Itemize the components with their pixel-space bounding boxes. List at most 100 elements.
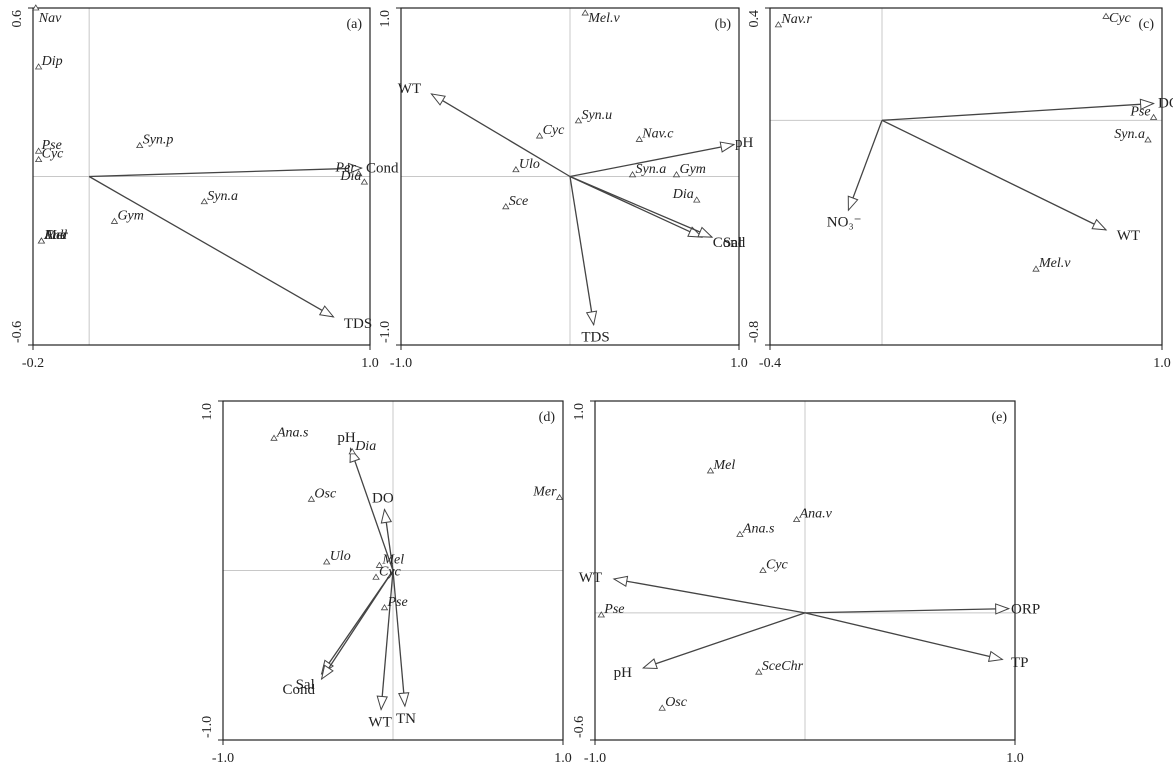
species-label: Per [335, 161, 357, 176]
species-label: Mer [43, 228, 68, 243]
x-tick-label: 1.0 [361, 356, 379, 371]
species-marker [574, 117, 583, 124]
species-label: Nav [38, 11, 62, 26]
env-vector-line [804, 607, 1009, 614]
env-vector-line [881, 119, 1107, 231]
species-marker [34, 147, 43, 154]
env-vector-label: Cond [282, 682, 315, 698]
species-marker [706, 467, 715, 474]
species-label: Dia [672, 187, 694, 202]
env-vector-line [349, 448, 394, 571]
species-marker [1149, 113, 1158, 120]
species-marker [792, 515, 801, 523]
species-marker [1032, 265, 1040, 272]
species-marker [755, 668, 763, 675]
y-tick-label: -0.8 [747, 321, 762, 343]
env-vector-arrowhead [995, 603, 1011, 615]
species-marker [597, 611, 606, 618]
species-marker [1102, 12, 1110, 19]
species-label: Gym [117, 208, 143, 223]
species-marker [355, 169, 363, 177]
species-marker [307, 495, 316, 502]
env-vector-label: Cond [713, 235, 746, 251]
env-vector-label: Sal [723, 235, 742, 251]
panel-label: (d) [539, 410, 556, 425]
species-label: Ana.v [799, 507, 833, 522]
env-vector-line [431, 93, 571, 178]
species-label: Syn.a [207, 189, 238, 204]
env-vector-arrowhead [398, 692, 410, 708]
panel-frame [594, 400, 1016, 741]
species-marker [628, 171, 637, 178]
env-vector-line [847, 120, 883, 211]
env-vector-label: TDS [581, 330, 609, 346]
species-marker [555, 493, 564, 501]
rda-panel: -0.4 1.0 0.4 -0.8 (c) DO WT NO₃⁻ Cyc Nav.r Pse Syn.… [747, 7, 1173, 371]
env-vector-line [89, 167, 362, 178]
species-marker [1144, 136, 1152, 143]
env-vector-label: WT [579, 570, 602, 586]
panel-label: (b) [715, 17, 732, 32]
env-vector-arrowhead [987, 650, 1004, 662]
species-label: Ana.s [742, 521, 775, 536]
env-vector-line [569, 175, 713, 238]
species-label: Syn.p [143, 133, 174, 148]
x-tick-label: -1.0 [584, 751, 606, 766]
species-label: Pse [1129, 105, 1150, 120]
species-label: Ana.s [276, 425, 309, 440]
species-label: Dip [41, 54, 63, 69]
species-marker [380, 604, 389, 611]
env-vector-line [569, 175, 703, 238]
env-vector-line [88, 175, 334, 318]
env-vector-arrowhead [585, 310, 598, 327]
y-tick-label: 1.0 [378, 10, 393, 28]
species-label: Syn.a [1114, 127, 1145, 142]
env-vector-label: TP [1011, 655, 1029, 671]
species-marker [693, 196, 701, 203]
species-marker [502, 203, 510, 210]
env-vector-arrowhead [376, 695, 388, 711]
panel-label: (e) [991, 410, 1007, 425]
x-tick-label: -1.0 [390, 356, 412, 371]
species-label: Syn.u [581, 108, 612, 123]
species-marker [360, 178, 369, 185]
env-vector-label: DO [372, 491, 394, 507]
species-label: Cyc [543, 123, 566, 138]
species-marker [136, 141, 144, 149]
env-vector-arrowhead [641, 658, 658, 670]
env-vector-arrowhead [1139, 98, 1155, 111]
species-marker [34, 155, 43, 163]
species-label: Syn.a [636, 162, 667, 177]
env-vector-label: WT [398, 81, 421, 97]
species-label: Osc [665, 695, 688, 710]
species-label: Gym [679, 162, 705, 177]
env-vector-arrowhead [320, 664, 334, 681]
species-label: Dia [339, 169, 361, 184]
env-vector-label: pH [735, 135, 754, 151]
x-tick-label: 1.0 [1153, 356, 1171, 371]
env-vector-label: pH [614, 665, 633, 681]
y-tick-label: -0.6 [572, 716, 587, 738]
env-vector-arrowhead [430, 93, 446, 106]
rda-panel: -1.0 1.0 1.0 -0.6 (e) WT ORP TP pH Mel Ana.v Ana.s C… [572, 400, 1040, 766]
env-vector-line [643, 612, 806, 669]
species-marker [581, 9, 589, 16]
species-marker [372, 573, 380, 580]
species-marker [375, 561, 384, 568]
species-marker [535, 132, 544, 139]
env-vector-label: NO₃⁻ [827, 214, 862, 230]
env-vector-line [380, 570, 394, 710]
env-vector-label: TN [396, 711, 416, 727]
y-tick-label: 1.0 [572, 403, 587, 421]
species-marker [200, 197, 209, 205]
species-marker [34, 63, 43, 70]
species-marker [658, 704, 666, 711]
species-label: Dia [354, 439, 376, 454]
env-vector-line [569, 176, 595, 325]
species-label: Cyc [1109, 11, 1132, 26]
env-vector-label: WT [1117, 228, 1140, 244]
